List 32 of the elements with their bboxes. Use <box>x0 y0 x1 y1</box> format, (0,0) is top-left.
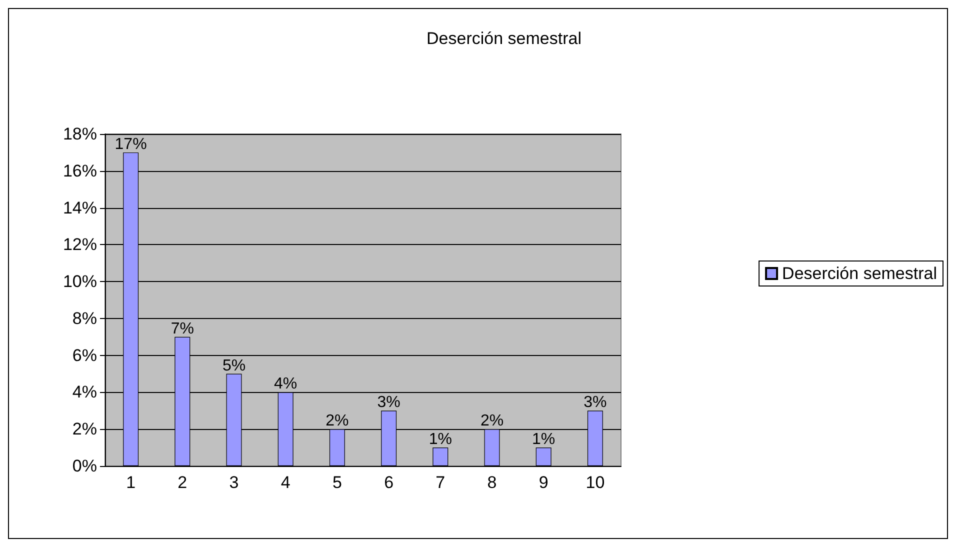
y-tick-label: 6% <box>72 346 97 365</box>
data-label: 1% <box>532 431 556 448</box>
x-tick-label: 9 <box>538 473 548 492</box>
data-label: 1% <box>428 431 452 448</box>
x-tick-label: 10 <box>586 473 605 492</box>
data-label: 4% <box>274 376 298 393</box>
x-tick-label: 7 <box>436 473 446 492</box>
y-tick-label: 12% <box>62 235 97 254</box>
data-label: 2% <box>326 412 349 430</box>
x-tick-label: 1 <box>126 473 136 492</box>
data-label: 2% <box>480 412 504 430</box>
data-label: 3% <box>584 394 607 412</box>
data-label: 5% <box>222 357 246 374</box>
legend-label: Deserción semestral <box>782 264 938 283</box>
y-tick-label: 0% <box>72 456 97 476</box>
y-tick-label: 8% <box>72 308 97 328</box>
y-tick-label: 14% <box>62 198 97 218</box>
x-tick-label: 6 <box>384 473 394 492</box>
x-tick-label: 2 <box>178 473 188 492</box>
data-label: 7% <box>170 320 194 338</box>
y-tick-label: 16% <box>62 161 97 180</box>
chart-title: Deserción semestral <box>426 29 582 48</box>
y-tick-label: 10% <box>62 272 97 292</box>
data-label: 3% <box>377 394 400 412</box>
x-tick-label: 3 <box>229 473 239 492</box>
y-tick-label: 18% <box>62 124 97 144</box>
x-tick-label: 4 <box>280 473 290 492</box>
y-tick-label: 2% <box>72 420 97 439</box>
x-tick-label: 8 <box>487 473 497 492</box>
data-label: 17% <box>114 136 147 153</box>
y-tick-label: 4% <box>72 382 97 402</box>
x-tick-label: 5 <box>332 473 342 492</box>
